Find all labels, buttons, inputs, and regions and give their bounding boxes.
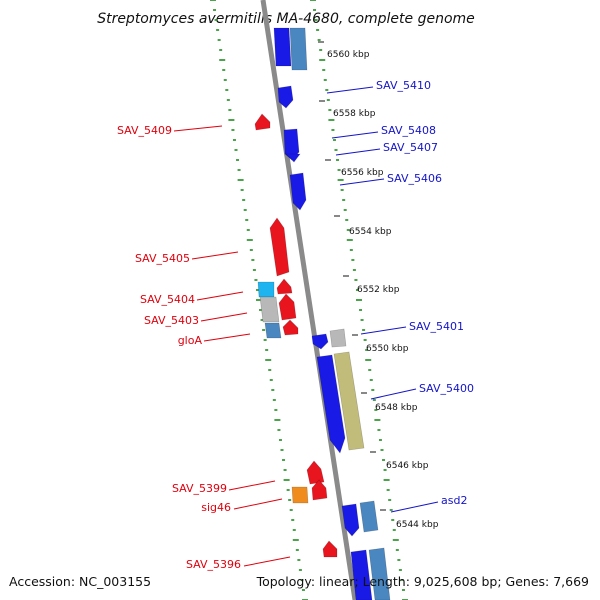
gene-arrow-sav-5407 bbox=[285, 153, 301, 163]
scale-dots bbox=[210, 0, 408, 600]
leader-line bbox=[243, 556, 291, 567]
gene-arrow-sav-5399 bbox=[306, 460, 325, 485]
tick-label: 6554 kbp bbox=[349, 227, 392, 237]
gene-label-sav-5404[interactable]: SAV_5404 bbox=[140, 293, 195, 306]
leader-line bbox=[233, 498, 283, 510]
tick-label: 6560 kbp bbox=[327, 50, 370, 60]
gene-block-sav-5404 bbox=[257, 281, 275, 298]
gene-label-sav-5400[interactable]: SAV_5400 bbox=[419, 382, 474, 395]
gene-arrow-sav-5409 bbox=[254, 113, 271, 131]
accession-text: Accession: NC_003155 bbox=[9, 574, 151, 589]
gene-arrow-sav-5406 bbox=[289, 172, 307, 211]
gene-block-sig46 bbox=[291, 486, 309, 504]
leader-line bbox=[173, 125, 223, 132]
gene-block-bottom-steel bbox=[368, 547, 391, 600]
tick-label: 6544 kbp bbox=[396, 520, 439, 530]
gene-arrow-sav-5401 bbox=[311, 333, 329, 350]
leader-line bbox=[331, 131, 379, 139]
left-labels: SAV_5409 SAV_5405 SAV_5404 SAV_5403 gloA… bbox=[117, 124, 291, 571]
tick-label: 6546 kbp bbox=[386, 461, 429, 471]
leader-line bbox=[390, 501, 439, 513]
leader-line bbox=[335, 148, 381, 156]
gene-arrow-sav-5405 bbox=[269, 217, 290, 277]
gene-arrow-sig46b bbox=[311, 479, 328, 501]
genes bbox=[254, 27, 391, 600]
tick-label: 6548 kbp bbox=[375, 403, 418, 413]
gene-block-sav-5400 bbox=[333, 351, 365, 451]
topology-text: Topology: linear; Length: 9,025,608 bp; … bbox=[256, 574, 589, 589]
gene-block-asd2b bbox=[359, 500, 379, 533]
leader-line bbox=[203, 333, 251, 342]
gene-block-sav-5403 bbox=[259, 296, 280, 323]
gene-label-asd2[interactable]: asd2 bbox=[441, 494, 467, 507]
gene-block-bottom-blue bbox=[350, 549, 373, 600]
genome-backbone bbox=[260, 0, 358, 600]
gene-label-sav-5406[interactable]: SAV_5406 bbox=[387, 172, 442, 185]
gene-arrow-sav-5410 bbox=[277, 85, 294, 109]
leader-line bbox=[370, 388, 417, 400]
gene-block-gloa bbox=[264, 322, 282, 339]
gene-arrow-sav-5404b bbox=[276, 278, 293, 295]
gene-block-steel bbox=[289, 27, 308, 71]
map-title: Streptomyces avermitilis MA-4680, comple… bbox=[97, 11, 475, 27]
leader-line bbox=[326, 86, 374, 94]
gene-label-sav-5410[interactable]: SAV_5410 bbox=[376, 79, 431, 92]
right-labels: SAV_5410 SAV_5408 SAV_5407 SAV_5406 SAV_… bbox=[326, 79, 474, 513]
tick-label: 6552 kbp bbox=[357, 285, 400, 295]
scale-ticks: 6560 kbp 6558 kbp 6556 kbp 6554 kbp 6552… bbox=[318, 41, 439, 530]
gene-label-sig46[interactable]: sig46 bbox=[201, 501, 231, 514]
gene-block-blue bbox=[273, 27, 292, 67]
leader-line bbox=[228, 480, 276, 491]
gene-label-sav-5399[interactable]: SAV_5399 bbox=[172, 482, 227, 495]
gene-arrow-sav-5403b bbox=[278, 293, 297, 321]
gene-label-sav-5408[interactable]: SAV_5408 bbox=[381, 124, 436, 137]
gene-label-sav-5405[interactable]: SAV_5405 bbox=[135, 252, 190, 265]
tick-label: 6558 kbp bbox=[333, 109, 376, 119]
tick-label: 6550 kbp bbox=[366, 344, 409, 354]
gene-arrow-gloa-b bbox=[282, 319, 299, 336]
tick-label: 6556 kbp bbox=[341, 168, 384, 178]
gene-label-sav-5401[interactable]: SAV_5401 bbox=[409, 320, 464, 333]
gene-label-sav-5409[interactable]: SAV_5409 bbox=[117, 124, 172, 137]
gene-label-sav-5396[interactable]: SAV_5396 bbox=[186, 558, 241, 571]
gene-label-sav-5407[interactable]: SAV_5407 bbox=[383, 141, 438, 154]
gene-arrow-sav-5396 bbox=[322, 540, 338, 558]
gene-label-gloa[interactable]: gloA bbox=[178, 334, 203, 347]
leader-line bbox=[200, 312, 248, 322]
gene-label-sav-5403[interactable]: SAV_5403 bbox=[144, 314, 199, 327]
leader-line bbox=[196, 291, 244, 301]
gene-arrow-sav-5400a bbox=[316, 354, 346, 454]
leader-line bbox=[360, 326, 407, 335]
leader-line bbox=[339, 178, 385, 186]
gene-arrow-asd2 bbox=[341, 503, 360, 537]
gene-block-sav-5401b bbox=[329, 328, 347, 348]
leader-line bbox=[191, 251, 239, 260]
